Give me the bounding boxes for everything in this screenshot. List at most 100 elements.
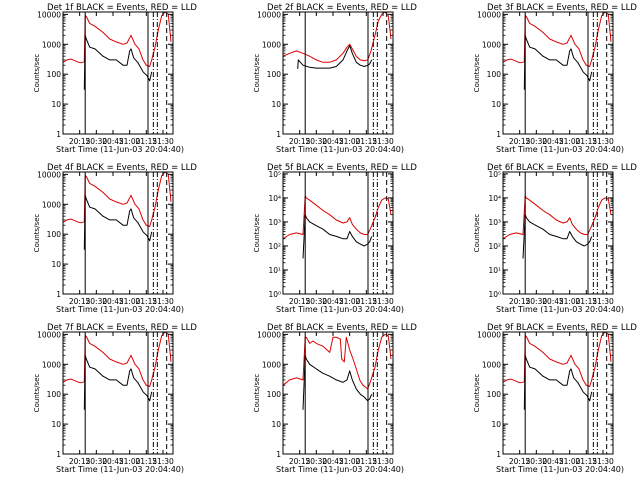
lld-series-line: [503, 332, 612, 387]
x-tick-label: 20:30: [306, 297, 328, 306]
x-tick-label: 20:15: [69, 297, 91, 306]
y-tick-label: 1: [496, 130, 501, 139]
y-tick-label: 1000: [42, 200, 61, 209]
y-tick-label: 1: [56, 290, 61, 299]
y-axis-label: Counts/sec: [33, 214, 41, 253]
panel-title: Det 3f BLACK = Events, RED = LLD: [487, 3, 637, 13]
y-tick-label: 10: [491, 420, 501, 429]
x-tick-label: 20:15: [509, 457, 531, 466]
x-tick-label: 20:45: [102, 297, 124, 306]
y-tick-label: 1: [496, 450, 501, 459]
y-tick-label: 10⁰: [268, 290, 281, 299]
axes-frame: [502, 171, 614, 295]
x-tick-label: 21:30: [592, 297, 614, 306]
y-tick-label: 100: [487, 70, 502, 79]
x-tick-label: 21:30: [152, 297, 174, 306]
x-tick-label: 21:00: [339, 137, 361, 146]
x-tick-label: 21:30: [372, 137, 394, 146]
events-series-line: [522, 214, 593, 259]
panel-det-9: Det 9f BLACK = Events, RED = LLD20:1520:…: [473, 323, 637, 474]
x-axis-label: Start Time (11-Jun-03 20:04:40): [496, 465, 624, 474]
y-tick-label: 10: [51, 100, 61, 109]
plot-area: [283, 195, 392, 259]
x-axis-label: Start Time (11-Jun-03 20:04:40): [276, 305, 404, 314]
events-series-line: [297, 45, 373, 69]
y-tick-label: 1: [276, 450, 281, 459]
y-tick-label: 1: [276, 130, 281, 139]
axes-frame: [282, 171, 394, 295]
events-series-line: [523, 354, 593, 410]
y-tick-label: 10⁴: [488, 194, 501, 203]
x-axis-label: Start Time (11-Jun-03 20:04:40): [496, 305, 624, 314]
lld-series-line: [63, 12, 172, 67]
x-tick-label: 21:15: [136, 137, 158, 146]
x-axis-label: Start Time (11-Jun-03 20:04:40): [276, 465, 404, 474]
x-tick-label: 21:30: [372, 297, 394, 306]
plot-area: [503, 195, 612, 259]
axes-frame: [282, 11, 394, 135]
y-tick-label: 1000: [482, 360, 501, 369]
x-tick-label: 21:00: [119, 297, 141, 306]
x-tick-label: 20:30: [306, 137, 328, 146]
x-tick-label: 20:15: [289, 457, 311, 466]
y-tick-label: 10²: [488, 242, 501, 251]
y-tick-label: 100: [487, 390, 502, 399]
x-axis-label: Start Time (11-Jun-03 20:04:40): [56, 465, 184, 474]
y-axis-label: Counts/sec: [473, 374, 481, 413]
y-tick-label: 10000: [477, 330, 501, 339]
panel-det-7: Det 7f BLACK = Events, RED = LLD20:1520:…: [33, 323, 197, 474]
y-tick-label: 10000: [477, 10, 501, 19]
x-tick-label: 20:45: [542, 137, 564, 146]
x-tick-label: 21:00: [119, 137, 141, 146]
x-tick-label: 21:30: [372, 457, 394, 466]
x-tick-label: 20:45: [102, 137, 124, 146]
y-tick-label: 10000: [257, 330, 281, 339]
y-tick-label: 1000: [42, 360, 61, 369]
x-tick-label: 21:15: [576, 137, 598, 146]
x-tick-label: 21:15: [356, 457, 378, 466]
y-axis-label: Counts/sec: [253, 214, 261, 253]
y-tick-label: 10³: [488, 218, 501, 227]
x-tick-label: 20:45: [322, 297, 344, 306]
y-tick-label: 100: [267, 70, 282, 79]
x-tick-label: 20:30: [86, 137, 108, 146]
y-tick-label: 1000: [262, 360, 281, 369]
plot-area: [283, 333, 392, 410]
x-tick-label: 21:30: [152, 457, 174, 466]
panel-det-2: Det 2f BLACK = Events, RED = LLD20:1520:…: [253, 3, 417, 154]
x-tick-label: 21:00: [119, 457, 141, 466]
x-tick-label: 21:00: [559, 297, 581, 306]
axes-frame: [502, 331, 614, 455]
y-axis-label: Counts/sec: [473, 54, 481, 93]
x-tick-label: 20:45: [322, 137, 344, 146]
x-tick-label: 21:15: [576, 297, 598, 306]
x-tick-label: 21:00: [339, 297, 361, 306]
y-tick-label: 10⁰: [488, 290, 501, 299]
events-series-line: [302, 214, 373, 259]
y-tick-label: 1: [56, 130, 61, 139]
y-axis-label: Counts/sec: [473, 214, 481, 253]
y-axis-label: Counts/sec: [33, 54, 41, 93]
x-tick-label: 20:45: [322, 457, 344, 466]
x-tick-label: 20:15: [69, 137, 91, 146]
events-series-line: [523, 34, 593, 90]
lld-series-line: [283, 12, 392, 63]
y-tick-label: 10: [51, 420, 61, 429]
x-tick-label: 20:45: [542, 297, 564, 306]
plot-area: [63, 332, 172, 410]
y-tick-label: 1000: [482, 40, 501, 49]
y-axis-label: Counts/sec: [253, 54, 261, 93]
y-tick-label: 10: [271, 420, 281, 429]
y-tick-label: 10: [491, 100, 501, 109]
plot-area: [503, 332, 612, 410]
x-tick-label: 20:30: [86, 457, 108, 466]
x-tick-label: 20:30: [526, 137, 548, 146]
y-tick-label: 100: [47, 230, 62, 239]
x-tick-label: 21:15: [356, 297, 378, 306]
y-axis-label: Counts/sec: [33, 374, 41, 413]
plot-area: [283, 12, 392, 69]
x-tick-label: 20:30: [86, 297, 108, 306]
x-tick-label: 21:15: [136, 297, 158, 306]
axes-frame: [282, 331, 394, 455]
panel-det-5: Det 5f BLACK = Events, RED = LLD20:1520:…: [253, 163, 417, 314]
